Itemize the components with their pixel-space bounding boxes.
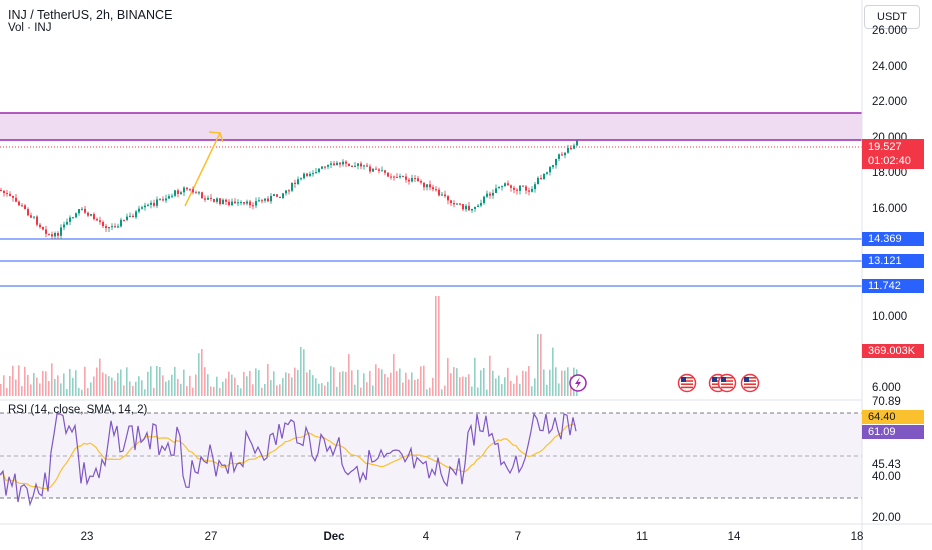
- rsi-scale-label: 45.43: [872, 459, 901, 471]
- price-scale-label: 16.000: [872, 203, 908, 215]
- time-axis-label: 11: [636, 531, 648, 543]
- resistance-zone[interactable]: [0, 113, 862, 140]
- us-flag-icon[interactable]: [740, 373, 760, 393]
- time-axis-label: 7: [514, 531, 522, 543]
- price-scale-label: 18.000: [872, 167, 908, 179]
- price-scale-label: 24.000: [872, 61, 908, 73]
- time-axis-label: 23: [80, 531, 94, 543]
- time-axis-label: Dec: [323, 531, 345, 543]
- price-scale-label: 6.000: [872, 382, 901, 394]
- rsi-legend[interactable]: RSI (14, close, SMA, 14, 2): [8, 404, 148, 416]
- level-tag: 13.121: [862, 254, 924, 268]
- us-flag-icon[interactable]: [717, 373, 737, 393]
- time-axis-label: 4: [422, 531, 430, 543]
- price-scale-label: 22.000: [872, 96, 908, 108]
- price-scale-label: 26.000: [872, 25, 908, 37]
- rsi-line: [0, 412, 577, 507]
- us-flag-icon[interactable]: [677, 373, 697, 393]
- time-axis-label: 18: [850, 531, 864, 543]
- last-price-value: 19.527: [868, 141, 902, 153]
- currency-button[interactable]: USDT: [864, 5, 920, 29]
- arrow-drawing[interactable]: [184, 131, 224, 207]
- time-axis-label: 27: [204, 531, 218, 543]
- bar-countdown: 01:02:40: [868, 155, 911, 167]
- volume-tag: 369.003K: [862, 344, 924, 358]
- volume-series: [0, 296, 578, 396]
- level-tag: 14.369: [862, 232, 924, 246]
- last-price-tag: 19.527 01:02:40: [862, 139, 924, 169]
- rsi-scale-label: 20.00: [872, 512, 901, 524]
- time-axis-label: 14: [727, 531, 741, 543]
- symbol-title[interactable]: INJ / TetherUS, 2h, BINANCE: [8, 8, 173, 22]
- rsi-scale-label: 40.00: [872, 471, 901, 483]
- rsi-value-tag: 61.09: [862, 425, 924, 439]
- price-scale-label: 10.000: [872, 311, 908, 323]
- lightning-icon[interactable]: [569, 374, 587, 392]
- candlestick-series: [0, 140, 578, 240]
- rsi-ma-tag: 64.40: [862, 410, 924, 424]
- volume-legend[interactable]: Vol · INJ: [8, 22, 52, 34]
- rsi-ma-line: [0, 423, 577, 490]
- rsi-scale-label: 70.89: [872, 396, 901, 408]
- level-tag: 11.742: [862, 279, 924, 293]
